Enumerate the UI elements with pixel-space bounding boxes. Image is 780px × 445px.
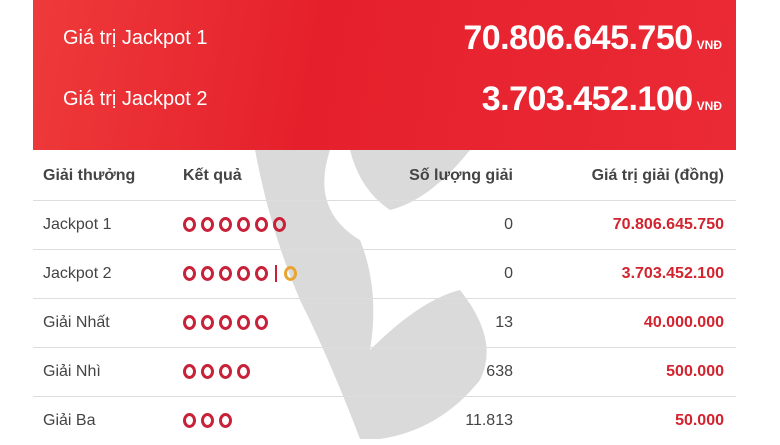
ball-icon bbox=[219, 266, 232, 281]
ball-icon bbox=[237, 266, 250, 281]
ball-icon bbox=[201, 413, 214, 429]
prize-value: 50.000 bbox=[513, 395, 736, 445]
prize-name: Jackpot 1 bbox=[33, 199, 183, 249]
jackpot-1-label: Giá trị Jackpot 1 bbox=[63, 26, 208, 49]
ball-icon bbox=[219, 315, 232, 330]
jackpot-2-row: Giá trị Jackpot 2 3.703.452.100 VNĐ bbox=[33, 79, 736, 119]
ball-icon bbox=[237, 217, 250, 232]
prize-value: 70.806.645.750 bbox=[513, 199, 736, 249]
winner-count: 638 bbox=[373, 346, 513, 396]
table-row: Giải Nhất 13 40.000.000 bbox=[33, 297, 736, 347]
jackpot-2-label: Giá trị Jackpot 2 bbox=[63, 87, 208, 110]
ball-icon bbox=[219, 364, 232, 379]
ball-icon bbox=[183, 217, 196, 232]
result-cell bbox=[183, 297, 373, 347]
ball-icon bbox=[273, 217, 286, 232]
ball-icon bbox=[255, 315, 268, 330]
ball-icon bbox=[219, 217, 232, 232]
prize-name: Giải Nhất bbox=[33, 297, 183, 347]
table-row: Giải Nhì 638 500.000 bbox=[33, 346, 736, 396]
table-header: Giải thưởng Kết quả Số lượng giải Giá tr… bbox=[33, 152, 736, 200]
result-cell bbox=[183, 248, 373, 298]
prize-value: 500.000 bbox=[513, 346, 736, 396]
ball-icon bbox=[201, 364, 214, 379]
jackpot-2-unit: VNĐ bbox=[696, 98, 722, 113]
result-cell bbox=[183, 346, 373, 396]
ball-icon bbox=[237, 364, 250, 379]
jackpot-1-value: 70.806.645.750 bbox=[463, 18, 693, 57]
table-row: Giải Ba 11.813 50.000 bbox=[33, 395, 736, 445]
prize-name: Giải Ba bbox=[33, 395, 183, 445]
ball-icon bbox=[255, 266, 268, 281]
header-result: Kết quả bbox=[183, 166, 242, 184]
prize-table: Giải thưởng Kết quả Số lượng giải Giá tr… bbox=[33, 152, 736, 445]
ball-icon bbox=[255, 217, 268, 232]
ball-icon bbox=[183, 315, 196, 330]
ball-icon bbox=[201, 315, 214, 330]
ball-icon bbox=[183, 266, 196, 281]
prize-name: Giải Nhì bbox=[33, 346, 183, 396]
header-value: Giá trị giải (đồng) bbox=[591, 166, 724, 184]
prize-name: Jackpot 2 bbox=[33, 248, 183, 298]
ball-icon bbox=[201, 266, 214, 281]
winner-count: 11.813 bbox=[373, 395, 513, 445]
winner-count: 13 bbox=[373, 297, 513, 347]
ball-icon bbox=[183, 364, 196, 379]
bonus-ball-icon bbox=[284, 266, 297, 281]
prize-value: 3.703.452.100 bbox=[513, 248, 736, 298]
header-count: Số lượng giải bbox=[409, 166, 513, 184]
jackpot-1-unit: VNĐ bbox=[696, 37, 722, 52]
table-row: Jackpot 1 0 70.806.645.750 bbox=[33, 199, 736, 249]
winner-count: 0 bbox=[373, 199, 513, 249]
result-cell bbox=[183, 395, 373, 445]
ball-icon bbox=[201, 217, 214, 232]
table-row: Jackpot 2 0 3.703.452.100 bbox=[33, 248, 736, 298]
jackpot-banner: Giá trị Jackpot 1 70.806.645.750 VNĐ Giá … bbox=[33, 0, 736, 150]
result-cell bbox=[183, 199, 373, 249]
ball-icon bbox=[219, 413, 232, 429]
prize-value: 40.000.000 bbox=[513, 297, 736, 347]
jackpot-1-row: Giá trị Jackpot 1 70.806.645.750 VNĐ bbox=[33, 18, 736, 58]
jackpot-2-value: 3.703.452.100 bbox=[481, 79, 693, 118]
header-prize: Giải thưởng bbox=[43, 166, 136, 184]
ball-icon bbox=[183, 413, 196, 429]
ball-icon bbox=[237, 315, 250, 330]
separator bbox=[275, 265, 277, 282]
winner-count: 0 bbox=[373, 248, 513, 298]
